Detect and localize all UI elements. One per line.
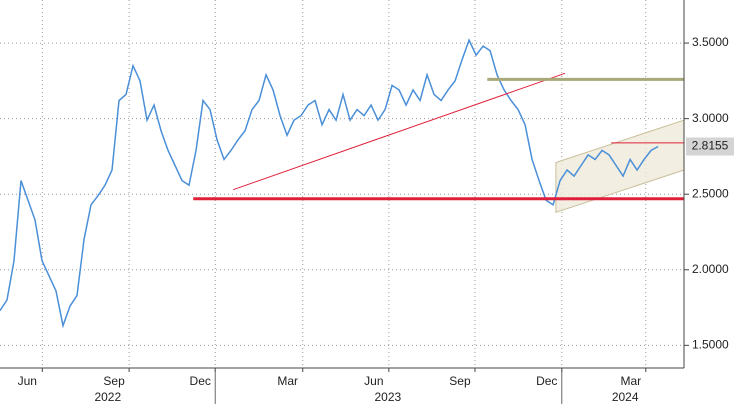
y-tick-label: 2.5000 [692, 186, 729, 200]
y-tick-label: 3.0000 [692, 111, 729, 125]
x-tick-label: Sep [449, 374, 471, 388]
x-tick-label: Jun [364, 374, 383, 388]
x-tick-label: Dec [190, 374, 211, 388]
year-label: 2024 [612, 390, 639, 404]
x-tick-label: Mar [277, 374, 298, 388]
x-tick-label: Sep [103, 374, 125, 388]
y-tick-label: 3.5000 [692, 35, 729, 49]
year-label: 2022 [94, 390, 121, 404]
x-tick-label: Dec [536, 374, 557, 388]
year-label: 2023 [375, 390, 402, 404]
trend-line [232, 72, 566, 191]
last-value-box [686, 137, 734, 156]
x-tick-label: Mar [620, 374, 641, 388]
price-line [0, 38, 659, 329]
last-value-label: 2.8155 [692, 139, 729, 153]
y-tick-label: 2.0000 [692, 262, 729, 276]
x-tick-label: Jun [18, 374, 37, 388]
y-tick-label: 1.5000 [692, 338, 729, 352]
